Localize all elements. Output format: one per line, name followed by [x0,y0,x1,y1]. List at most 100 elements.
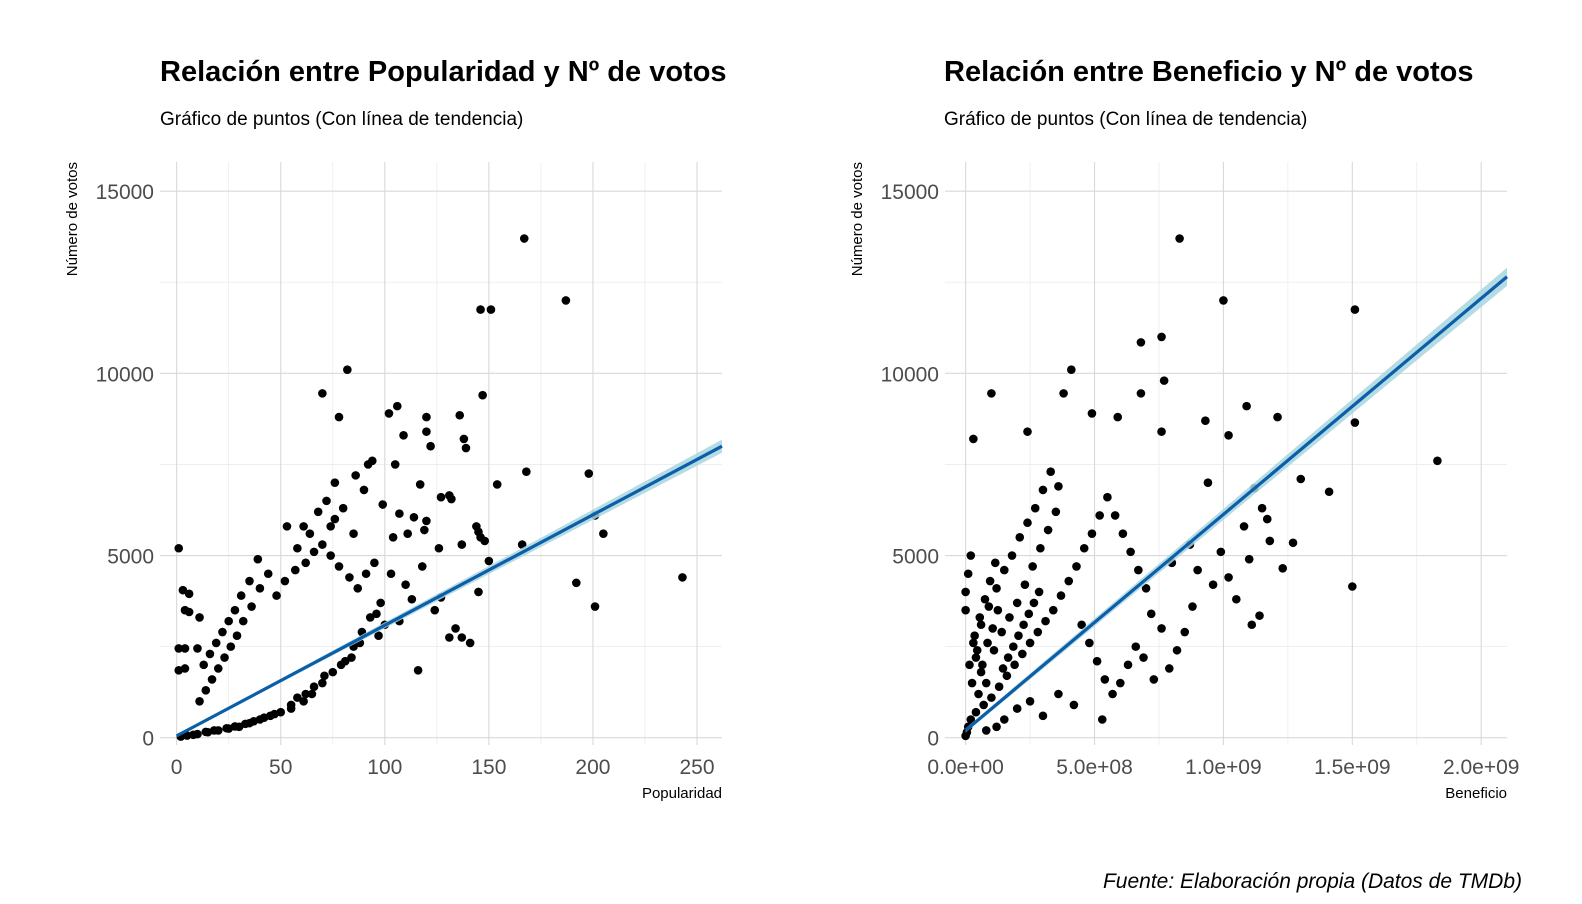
data-point [975,613,985,622]
x-tick-label: 150 [471,756,506,779]
data-point [247,602,256,611]
data-point [961,605,970,615]
data-point [301,689,311,699]
data-point [1126,547,1135,557]
data-point [245,576,254,586]
data-point [997,627,1007,637]
data-point [1188,602,1197,611]
data-point [984,602,994,611]
data-point [307,689,317,699]
data-point [961,731,970,741]
data-point [201,686,211,695]
data-point [492,480,502,489]
data-point [987,693,996,702]
data-point [259,713,269,722]
data-point [966,715,976,724]
chart-subtitle: Gráfico de puntos (Con línea de tendenci… [944,109,1308,130]
data-point [384,409,394,418]
data-point [1030,503,1040,513]
x-tick-label: 50 [269,756,292,779]
data-point [1048,605,1058,615]
data-point [1255,611,1264,620]
data-point [236,591,246,600]
data-point [238,616,248,626]
data-point [455,410,465,420]
data-point [1193,565,1202,575]
data-point [971,653,981,662]
data-point [966,551,976,560]
data-point [1056,591,1066,600]
data-point [1131,642,1141,651]
data-point [461,443,471,453]
chart-title: Relación entre Popularidad y Nº de votos [160,56,727,88]
data-point [519,234,529,243]
data-point [205,649,215,659]
data-point [969,638,978,648]
data-point [180,644,190,653]
data-point [457,633,467,642]
data-point [474,587,483,597]
data-point [1015,533,1025,542]
data-point [1324,487,1334,497]
data-point [199,660,209,670]
data-point [980,594,990,604]
y-tick-label: 15000 [96,181,154,204]
data-point [445,633,454,642]
data-point [386,569,396,579]
data-point [1247,620,1257,630]
data-point [584,469,594,478]
data-point [1136,389,1146,398]
x-tick-label: 100 [367,756,402,779]
data-point [1278,563,1288,573]
data-point [1067,365,1076,374]
data-point [195,613,204,622]
data-point [1059,389,1068,398]
data-point [1054,689,1063,699]
data-point [1077,620,1086,630]
data-point [1038,711,1048,721]
data-point [999,565,1009,575]
data-point [465,638,475,648]
data-point [207,675,217,684]
data-point [1172,645,1182,655]
data-point [232,631,242,640]
data-point [457,540,467,549]
data-point [1097,715,1107,724]
data-point [480,536,490,546]
data-point [222,723,231,733]
data-point [1239,522,1249,531]
data-point [195,696,204,706]
data-point [1224,430,1233,440]
data-point [395,509,404,518]
data-point [349,529,358,538]
data-point [970,631,979,640]
data-point [422,516,431,526]
x-axis-label: Beneficio [1445,785,1507,802]
trend-line [175,444,723,738]
data-point [969,434,978,444]
source-caption: Fuente: Elaboración propia (Datos de TMD… [1102,870,1522,893]
data-point [213,664,223,673]
data-point [286,704,296,713]
y-tick-label: 0 [927,728,939,751]
chart-panel-beneficio: Relación entre Beneficio y Nº de votos G… [785,0,1576,860]
data-point [378,500,388,509]
data-point [1139,653,1148,662]
data-point [305,529,315,538]
data-point [1136,338,1146,347]
data-point [1046,467,1055,477]
data-point [309,547,319,557]
data-point [1087,529,1097,538]
x-tick-label: 1.5e+09 [1314,756,1391,779]
data-point [979,700,988,710]
data-point [1348,582,1357,591]
data-point [1110,511,1120,520]
data-point [230,722,240,731]
data-point [1069,700,1079,710]
data-point [334,562,344,571]
data-point [249,717,258,726]
data-point [415,480,425,489]
data-point [961,587,970,597]
x-tick-label: 1.0e+09 [1185,756,1262,779]
data-point [1100,675,1110,684]
